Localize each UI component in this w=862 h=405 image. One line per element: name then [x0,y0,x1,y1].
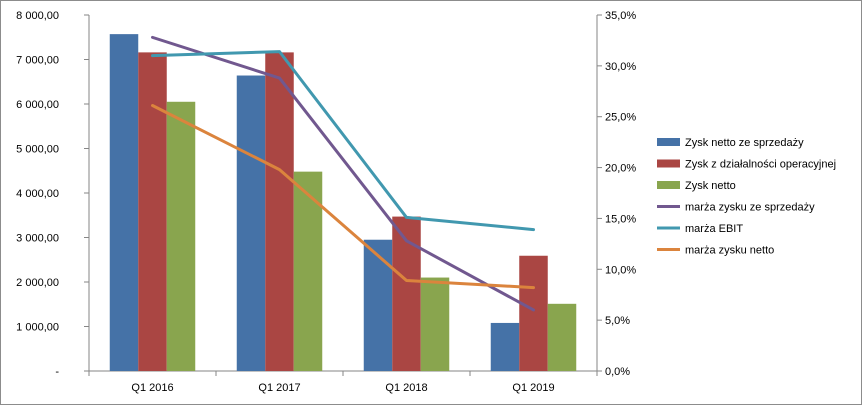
legend-label: Zysk z działalności operacyjnej [685,159,836,171]
legend-label: marża EBIT [685,223,743,235]
legend-label: marża zysku ze sprzedaży [685,202,815,214]
bar-2-q1-2016 [138,52,167,371]
x-tick-label: Q1 2018 [385,382,427,394]
legend-swatch [657,181,680,189]
bars [109,34,577,372]
bar-3-q1-2019 [547,303,577,371]
y-right-tick-label: 10,0% [605,264,636,276]
legend-label: Zysk netto ze sprzedaży [685,137,804,149]
y-left-tick-label: 1 000,00 [16,322,59,334]
legend-swatch [657,159,680,168]
line-series-4 [151,35,535,312]
y-right-tick-label: 20,0% [605,163,636,175]
bar-1-q1-2017 [236,75,266,372]
y-right-tick-label: 15,0% [605,213,636,225]
bar-2-q1-2017 [265,52,294,371]
bar-3-q1-2018 [420,277,450,371]
legend-label: Zysk netto [685,180,736,192]
bar-1-q1-2019 [490,322,520,371]
y-left-tick-label: 8 000,00 [16,10,59,22]
y-right-tick-label: 0,0% [605,366,630,378]
line-series-5 [151,50,535,232]
bar-1-q1-2018 [363,239,393,371]
tick-labels: - 1 000,00 2 000,00 3 000,00 4 000,00 5 000,0… [16,10,636,394]
legend-swatch [657,138,680,146]
lines [151,35,535,312]
bar-3-q1-2016 [166,101,196,372]
y-left-tick-label: - [55,366,59,378]
bar-2-q1-2019 [519,255,548,371]
bar-1-q1-2016 [109,34,139,371]
y-right-tick-label: 30,0% [605,61,636,73]
x-tick-label: Q1 2016 [131,382,173,394]
y-left-tick-label: 3 000,00 [16,233,59,245]
y-left-tick-label: 5 000,00 [16,144,59,156]
legend: Zysk netto ze sprzedaży Zysk z działalnoś… [657,137,836,257]
line-series-6 [151,104,535,290]
legend-label: marża zysku netto [685,245,774,257]
y-left-tick-label: 2 000,00 [16,277,59,289]
y-right-tick-label: 25,0% [605,112,636,124]
x-tick-label: Q1 2017 [258,382,300,394]
y-left-tick-label: 6 000,00 [16,99,59,111]
y-left-tick-label: 4 000,00 [16,188,59,200]
y-left-tick-label: 7 000,00 [16,55,59,67]
x-tick-label: Q1 2019 [512,382,554,394]
y-right-tick-label: 5,0% [605,315,630,327]
y-right-tick-label: 35,0% [605,10,636,22]
bar-3-q1-2017 [293,171,323,371]
